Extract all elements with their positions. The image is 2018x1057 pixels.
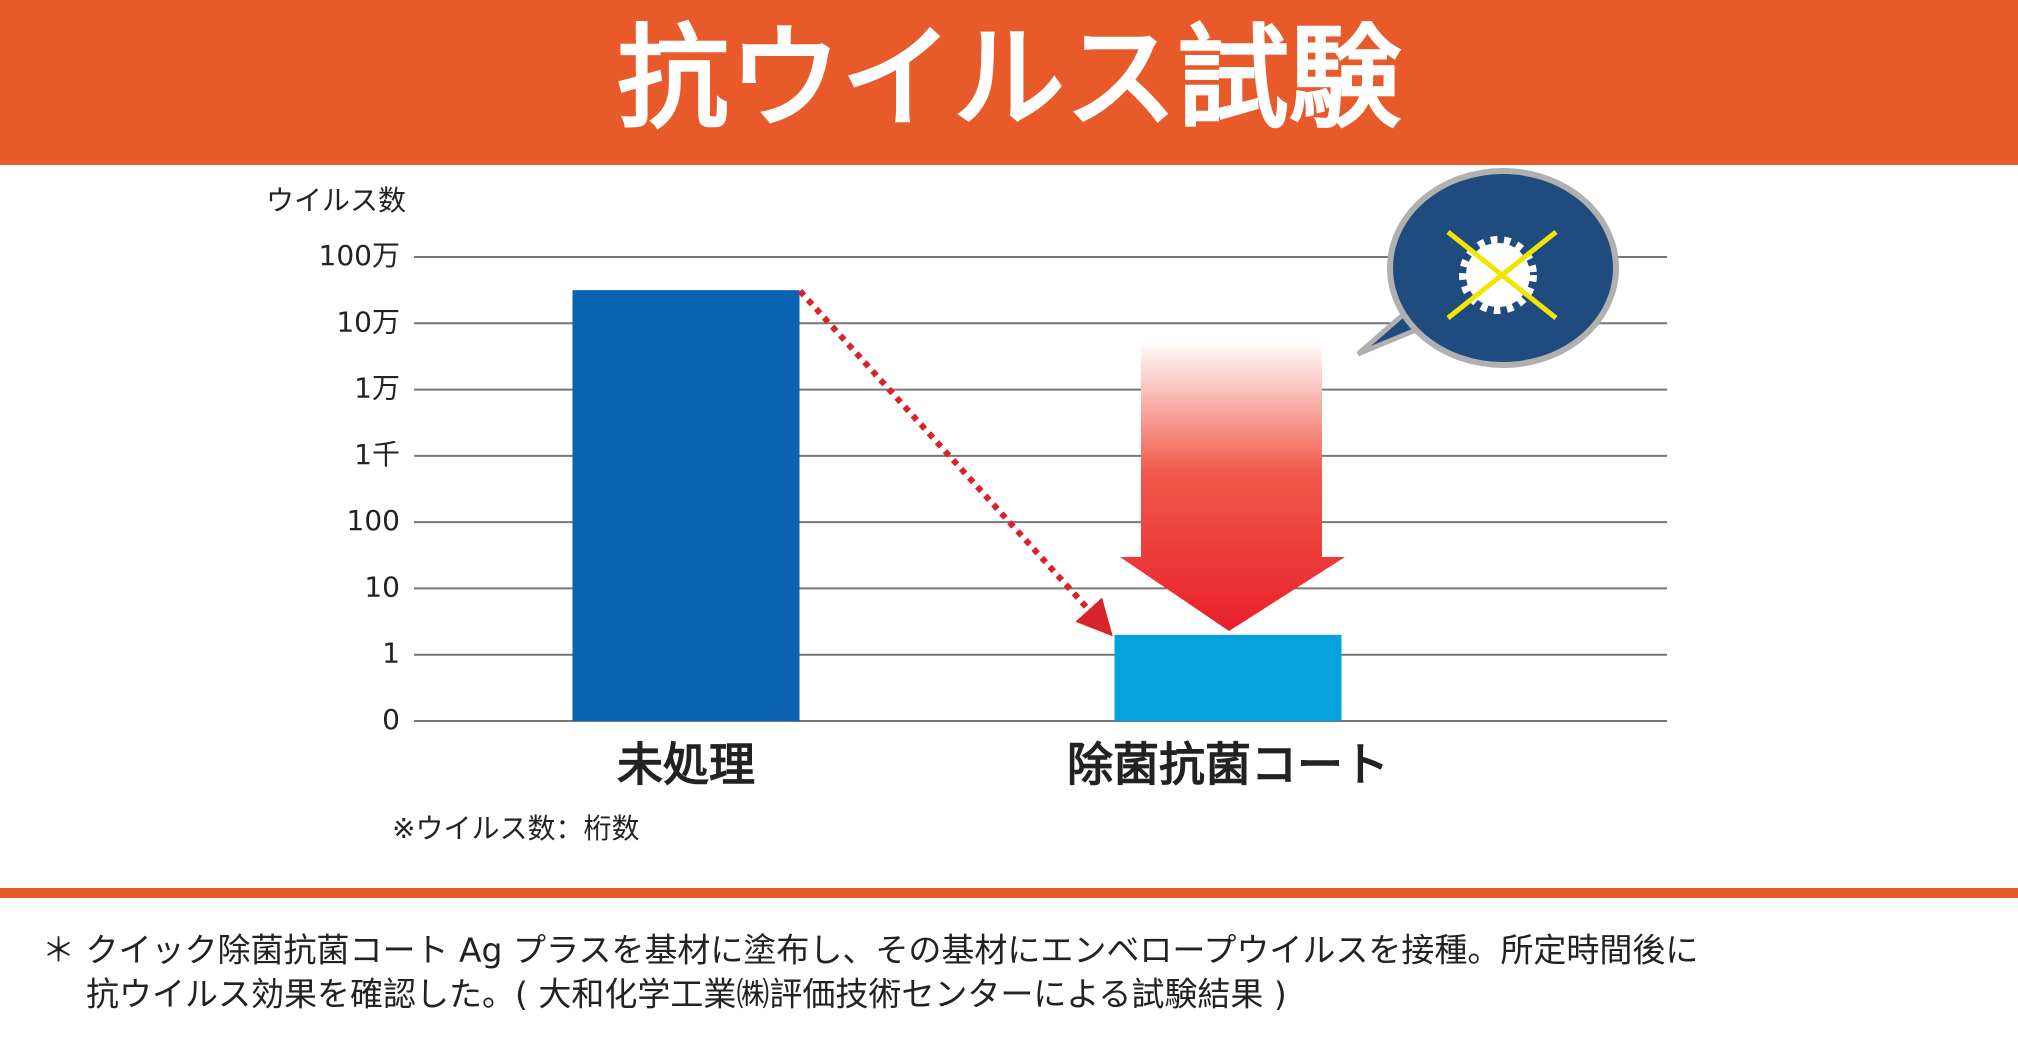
y-tick-label: 100万 [319, 239, 400, 272]
header-band [0, 0, 2018, 165]
y-tick-label: 10万 [336, 305, 400, 338]
down-arrow [1120, 341, 1345, 631]
note: ※ウイルス数：桁数 [392, 812, 639, 845]
y-tick-label: 1万 [354, 372, 400, 405]
bar [1114, 634, 1342, 721]
y-axis-title: ウイルス数 [266, 184, 406, 217]
y-tick-label: 100 [347, 504, 400, 537]
x-tick-label: 未処理 [617, 738, 755, 792]
footnote-line: ＊ クイック除菌抗菌コート Ag プラスを基材に塗布し、その基材にエンベロープウ… [42, 931, 1698, 970]
y-tick-label: 10 [364, 570, 400, 603]
dotted-arrow [797, 288, 1113, 637]
bar [572, 290, 800, 721]
y-tick-label: 1 [382, 637, 400, 670]
title: 抗ウイルス試験 [617, 14, 1402, 144]
y-tick-label: 1千 [354, 438, 400, 471]
x-tick-label: 除菌抗菌コート [1067, 738, 1389, 792]
divider [0, 888, 2018, 898]
cross-line [1446, 230, 1558, 320]
footnote-line: 抗ウイルス効果を確認した。( 大和化学工業㈱評価技術センターによる試験結果 ) [86, 975, 1287, 1014]
y-tick-label: 0 [382, 703, 400, 736]
